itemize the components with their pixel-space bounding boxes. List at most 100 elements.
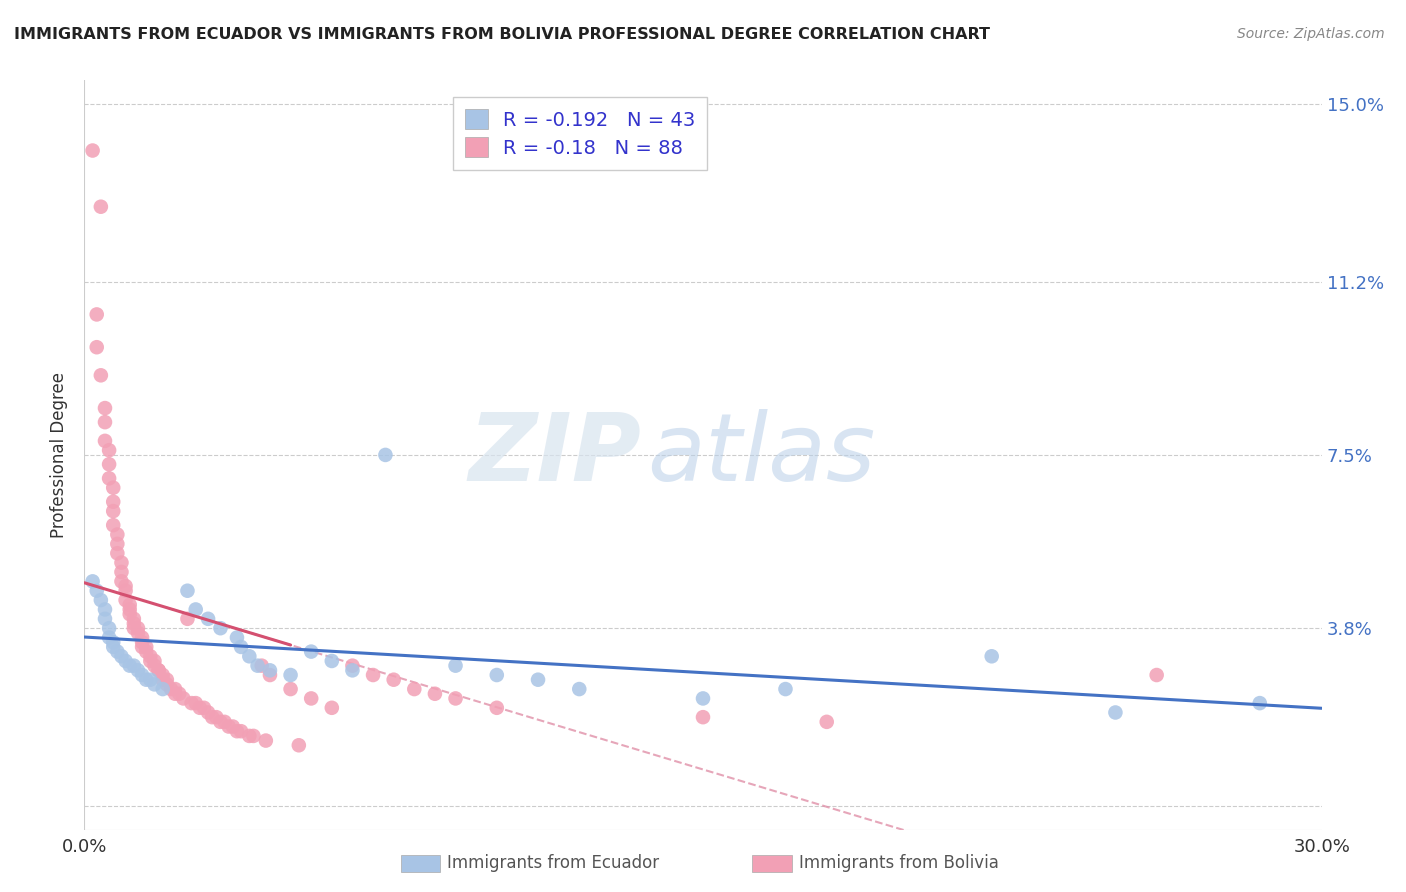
Point	[122, 612, 145, 626]
Point	[127, 626, 149, 640]
Point	[122, 621, 145, 635]
Text: ZIP: ZIP	[468, 409, 641, 501]
Point	[110, 649, 132, 664]
Point	[222, 719, 245, 733]
Point	[280, 681, 302, 696]
Point	[692, 691, 714, 706]
Point	[167, 687, 190, 701]
Point	[342, 664, 364, 678]
Point	[299, 644, 322, 658]
Point	[229, 724, 252, 739]
Point	[90, 368, 112, 383]
Point	[86, 583, 108, 598]
Point	[143, 654, 166, 668]
Text: IMMIGRANTS FROM ECUADOR VS IMMIGRANTS FROM BOLIVIA PROFESSIONAL DEGREE CORRELATI: IMMIGRANTS FROM ECUADOR VS IMMIGRANTS FR…	[14, 27, 990, 42]
Point	[692, 710, 714, 724]
Point	[209, 714, 232, 729]
Point	[103, 504, 125, 518]
Point	[98, 457, 121, 471]
Point	[568, 681, 591, 696]
Point	[90, 200, 112, 214]
Point	[201, 710, 224, 724]
Point	[321, 701, 343, 715]
Point	[197, 706, 219, 720]
Point	[127, 664, 149, 678]
Point	[143, 677, 166, 691]
Point	[110, 574, 132, 589]
Point	[114, 593, 136, 607]
Point	[288, 739, 311, 753]
Point	[172, 691, 194, 706]
Point	[299, 691, 322, 706]
Point	[156, 673, 179, 687]
Point	[361, 668, 384, 682]
Point	[180, 696, 202, 710]
Point	[238, 649, 260, 664]
Point	[82, 574, 104, 589]
Point	[135, 673, 157, 687]
Point	[114, 654, 136, 668]
Point	[98, 443, 121, 458]
Point	[197, 612, 219, 626]
Point	[160, 681, 183, 696]
Point	[103, 494, 125, 508]
Point	[94, 401, 117, 415]
Point	[374, 448, 396, 462]
Point	[1104, 706, 1126, 720]
Point	[214, 714, 236, 729]
Point	[98, 471, 121, 485]
Text: atlas: atlas	[647, 409, 876, 500]
Point	[131, 640, 153, 654]
Point	[139, 654, 162, 668]
Point	[105, 546, 128, 560]
Point	[94, 415, 117, 429]
Point	[156, 677, 179, 691]
Text: Source: ZipAtlas.com: Source: ZipAtlas.com	[1237, 27, 1385, 41]
Point	[90, 593, 112, 607]
Point	[114, 583, 136, 598]
Point	[103, 635, 125, 649]
Point	[122, 658, 145, 673]
Point	[127, 621, 149, 635]
Point	[205, 710, 228, 724]
Point	[98, 621, 121, 635]
Point	[139, 649, 162, 664]
Point	[188, 701, 211, 715]
Legend: R = -0.192   N = 43, R = -0.18   N = 88: R = -0.192 N = 43, R = -0.18 N = 88	[453, 97, 707, 169]
Point	[209, 621, 232, 635]
Point	[229, 640, 252, 654]
Point	[131, 631, 153, 645]
Point	[280, 668, 302, 682]
Point	[105, 537, 128, 551]
Point	[143, 658, 166, 673]
Point	[135, 644, 157, 658]
Point	[238, 729, 260, 743]
Point	[105, 527, 128, 541]
Point	[131, 668, 153, 682]
Point	[148, 664, 170, 678]
Point	[94, 434, 117, 448]
Point	[184, 696, 207, 710]
Point	[94, 602, 117, 616]
Point	[980, 649, 1002, 664]
Point	[444, 658, 467, 673]
Point	[242, 729, 264, 743]
Point	[226, 724, 249, 739]
Point	[86, 307, 108, 321]
Point	[218, 719, 240, 733]
Point	[321, 654, 343, 668]
Point	[152, 673, 174, 687]
Point	[103, 481, 125, 495]
Point	[246, 658, 269, 673]
Point	[382, 673, 405, 687]
Point	[82, 144, 104, 158]
Point	[118, 602, 141, 616]
Point	[527, 673, 550, 687]
Point	[250, 658, 273, 673]
Point	[103, 518, 125, 533]
Point	[94, 612, 117, 626]
Point	[110, 556, 132, 570]
Point	[1146, 668, 1168, 682]
Point	[165, 687, 187, 701]
Point	[103, 640, 125, 654]
